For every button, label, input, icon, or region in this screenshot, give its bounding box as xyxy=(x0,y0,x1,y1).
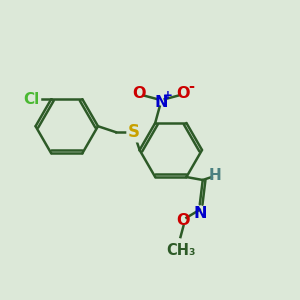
Text: +: + xyxy=(163,89,172,102)
Text: S: S xyxy=(128,123,140,141)
Text: N: N xyxy=(154,95,168,110)
Text: O: O xyxy=(177,86,190,101)
Text: N: N xyxy=(193,206,206,221)
Text: -: - xyxy=(188,79,194,94)
Text: O: O xyxy=(177,213,190,228)
Text: H: H xyxy=(209,168,222,183)
Text: O: O xyxy=(132,86,146,101)
Text: Cl: Cl xyxy=(23,92,39,107)
Text: CH₃: CH₃ xyxy=(166,243,195,258)
